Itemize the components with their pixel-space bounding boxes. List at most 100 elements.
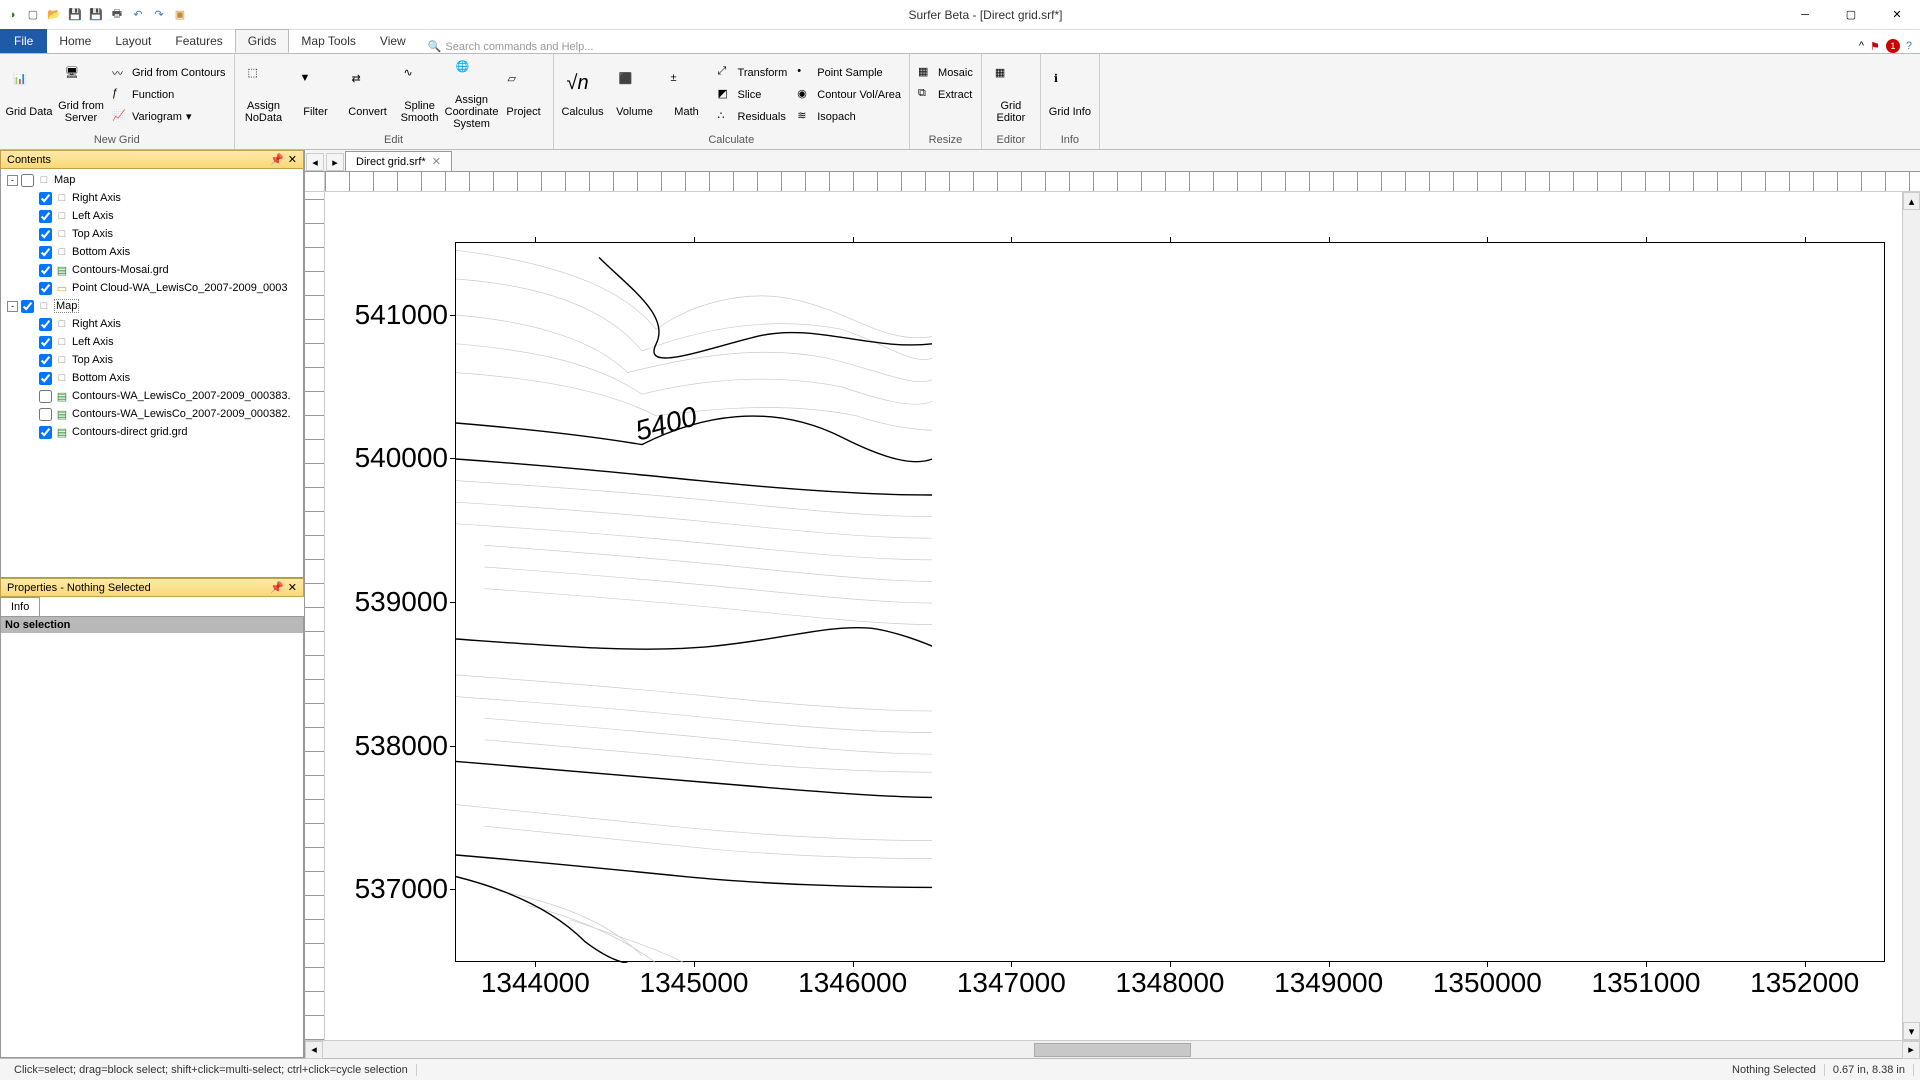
new-icon[interactable]: ▢ — [24, 6, 42, 24]
tab-grids[interactable]: Grids — [235, 29, 290, 53]
tree-item[interactable]: □Bottom Axis — [3, 243, 301, 261]
redo-icon[interactable]: ↷ — [150, 6, 168, 24]
tree-item[interactable]: ▤Contours-WA_LewisCo_2007-2009_000382. — [3, 405, 301, 423]
grid-data-button[interactable]: 📊Grid Data — [4, 59, 54, 131]
visibility-checkbox[interactable] — [39, 246, 52, 259]
tree-item[interactable]: □Right Axis — [3, 315, 301, 333]
horizontal-scrollbar[interactable]: ◂ ▸ — [305, 1040, 1920, 1058]
save-icon[interactable]: 💾 — [66, 6, 84, 24]
project-button[interactable]: ▱Project — [499, 59, 549, 131]
assign-cs-button[interactable]: 🌐Assign Coordinate System — [447, 59, 497, 131]
tree-item[interactable]: ▭Point Cloud-WA_LewisCo_2007-2009_0003 — [3, 279, 301, 297]
variogram-button[interactable]: 📈Variogram ▾ — [108, 106, 230, 128]
tree-item[interactable]: □Left Axis — [3, 333, 301, 351]
residuals-button[interactable]: ∴Residuals — [714, 106, 792, 128]
spline-smooth-button[interactable]: ∿Spline Smooth — [395, 59, 445, 131]
tab-home[interactable]: Home — [47, 29, 103, 53]
notification-badge[interactable]: 1 — [1886, 39, 1900, 53]
flag-icon[interactable]: ⚑ — [1870, 40, 1880, 53]
point-sample-button[interactable]: •Point Sample — [793, 62, 905, 84]
convert-button[interactable]: ⇄Convert — [343, 59, 393, 131]
open-icon[interactable]: 📂 — [45, 6, 63, 24]
maximize-button[interactable]: ▢ — [1828, 0, 1874, 30]
collapse-ribbon-icon[interactable]: ^ — [1859, 40, 1864, 52]
math-button[interactable]: ±Math — [662, 59, 712, 131]
undo-icon[interactable]: ↶ — [129, 6, 147, 24]
close-button[interactable]: ✕ — [1874, 0, 1920, 30]
info-tab[interactable]: Info — [0, 597, 40, 616]
close-tab-icon[interactable]: ✕ — [432, 155, 441, 168]
grid-from-contours-button[interactable]: 〰Grid from Contours — [108, 62, 230, 84]
slice-button[interactable]: ◩Slice — [714, 84, 792, 106]
transform-button[interactable]: ⤢Transform — [714, 62, 792, 84]
tab-map-tools[interactable]: Map Tools — [289, 29, 367, 53]
tab-view[interactable]: View — [368, 29, 418, 53]
map-plot[interactable]: 5400 54100054000053900053800053700013440… — [455, 242, 1885, 962]
expand-icon[interactable]: - — [7, 301, 18, 312]
tree-item[interactable]: □Top Axis — [3, 351, 301, 369]
visibility-checkbox[interactable] — [39, 372, 52, 385]
tree-item[interactable]: ▤Contours-direct grid.grd — [3, 423, 301, 441]
contour-volarea-button[interactable]: ◉Contour Vol/Area — [793, 84, 905, 106]
filter-button[interactable]: ▼Filter — [291, 59, 341, 131]
document-tab[interactable]: Direct grid.srf* ✕ — [345, 151, 452, 171]
pin-icon[interactable]: 📌 — [270, 581, 284, 594]
scroll-down-button[interactable]: ▾ — [1903, 1022, 1920, 1040]
visibility-checkbox[interactable] — [39, 228, 52, 241]
scroll-track[interactable] — [1903, 210, 1920, 1022]
visibility-checkbox[interactable] — [39, 282, 52, 295]
app-icon[interactable]: ◑ — [3, 6, 21, 24]
grid-editor-button[interactable]: ▦Grid Editor — [986, 59, 1036, 131]
visibility-checkbox[interactable] — [21, 300, 34, 313]
end-icon[interactable]: ▣ — [171, 6, 189, 24]
visibility-checkbox[interactable] — [21, 174, 34, 187]
mosaic-button[interactable]: ▦Mosaic — [914, 62, 977, 84]
visibility-checkbox[interactable] — [39, 192, 52, 205]
scroll-left-button[interactable]: ◂ — [305, 1041, 323, 1059]
tab-layout[interactable]: Layout — [103, 29, 163, 53]
tab-features[interactable]: Features — [163, 29, 234, 53]
visibility-checkbox[interactable] — [39, 264, 52, 277]
scroll-right-button[interactable]: ▸ — [1902, 1041, 1920, 1059]
tab-next-button[interactable]: ▸ — [326, 153, 344, 171]
saveall-icon[interactable]: 💾 — [87, 6, 105, 24]
volume-button[interactable]: ⬛Volume — [610, 59, 660, 131]
visibility-checkbox[interactable] — [39, 408, 52, 421]
help-icon[interactable]: ? — [1906, 40, 1912, 52]
scroll-track[interactable] — [323, 1041, 1902, 1059]
file-tab[interactable]: File — [0, 29, 47, 53]
expand-icon[interactable]: - — [7, 175, 18, 186]
function-button[interactable]: ƒFunction — [108, 84, 230, 106]
close-pane-icon[interactable]: ✕ — [288, 153, 297, 166]
tree-item[interactable]: □Top Axis — [3, 225, 301, 243]
grid-info-button[interactable]: ℹGrid Info — [1045, 59, 1095, 131]
tree-item[interactable]: □Right Axis — [3, 189, 301, 207]
visibility-checkbox[interactable] — [39, 354, 52, 367]
tree-item[interactable]: -□Map — [3, 171, 301, 189]
tab-prev-button[interactable]: ◂ — [306, 153, 324, 171]
search-box[interactable]: 🔍 Search commands and Help... — [428, 40, 594, 53]
visibility-checkbox[interactable] — [39, 426, 52, 439]
visibility-checkbox[interactable] — [39, 210, 52, 223]
close-pane-icon[interactable]: ✕ — [288, 581, 297, 594]
tree-item[interactable]: ▤Contours-Mosai.grd — [3, 261, 301, 279]
canvas[interactable]: 5400 54100054000053900053800053700013440… — [325, 192, 1920, 1040]
minimize-button[interactable]: ─ — [1782, 0, 1828, 30]
visibility-checkbox[interactable] — [39, 318, 52, 331]
visibility-checkbox[interactable] — [39, 390, 52, 403]
tree-item[interactable]: -□Map — [3, 297, 301, 315]
visibility-checkbox[interactable] — [39, 336, 52, 349]
pin-icon[interactable]: 📌 — [270, 153, 284, 166]
tree-item[interactable]: □Bottom Axis — [3, 369, 301, 387]
tree-item[interactable]: □Left Axis — [3, 207, 301, 225]
contents-tree[interactable]: -□Map□Right Axis□Left Axis□Top Axis□Bott… — [0, 169, 304, 578]
tree-item[interactable]: ▤Contours-WA_LewisCo_2007-2009_000383. — [3, 387, 301, 405]
vertical-scrollbar[interactable]: ▴ ▾ — [1902, 192, 1920, 1040]
extract-button[interactable]: ⧉Extract — [914, 84, 977, 106]
print-icon[interactable]: 🖶 — [108, 6, 126, 24]
scroll-up-button[interactable]: ▴ — [1903, 192, 1920, 210]
isopach-button[interactable]: ≋Isopach — [793, 106, 905, 128]
grid-from-server-button[interactable]: 🖥Grid from Server — [56, 59, 106, 131]
calculus-button[interactable]: √nCalculus — [558, 59, 608, 131]
assign-nodata-button[interactable]: ⬚Assign NoData — [239, 59, 289, 131]
